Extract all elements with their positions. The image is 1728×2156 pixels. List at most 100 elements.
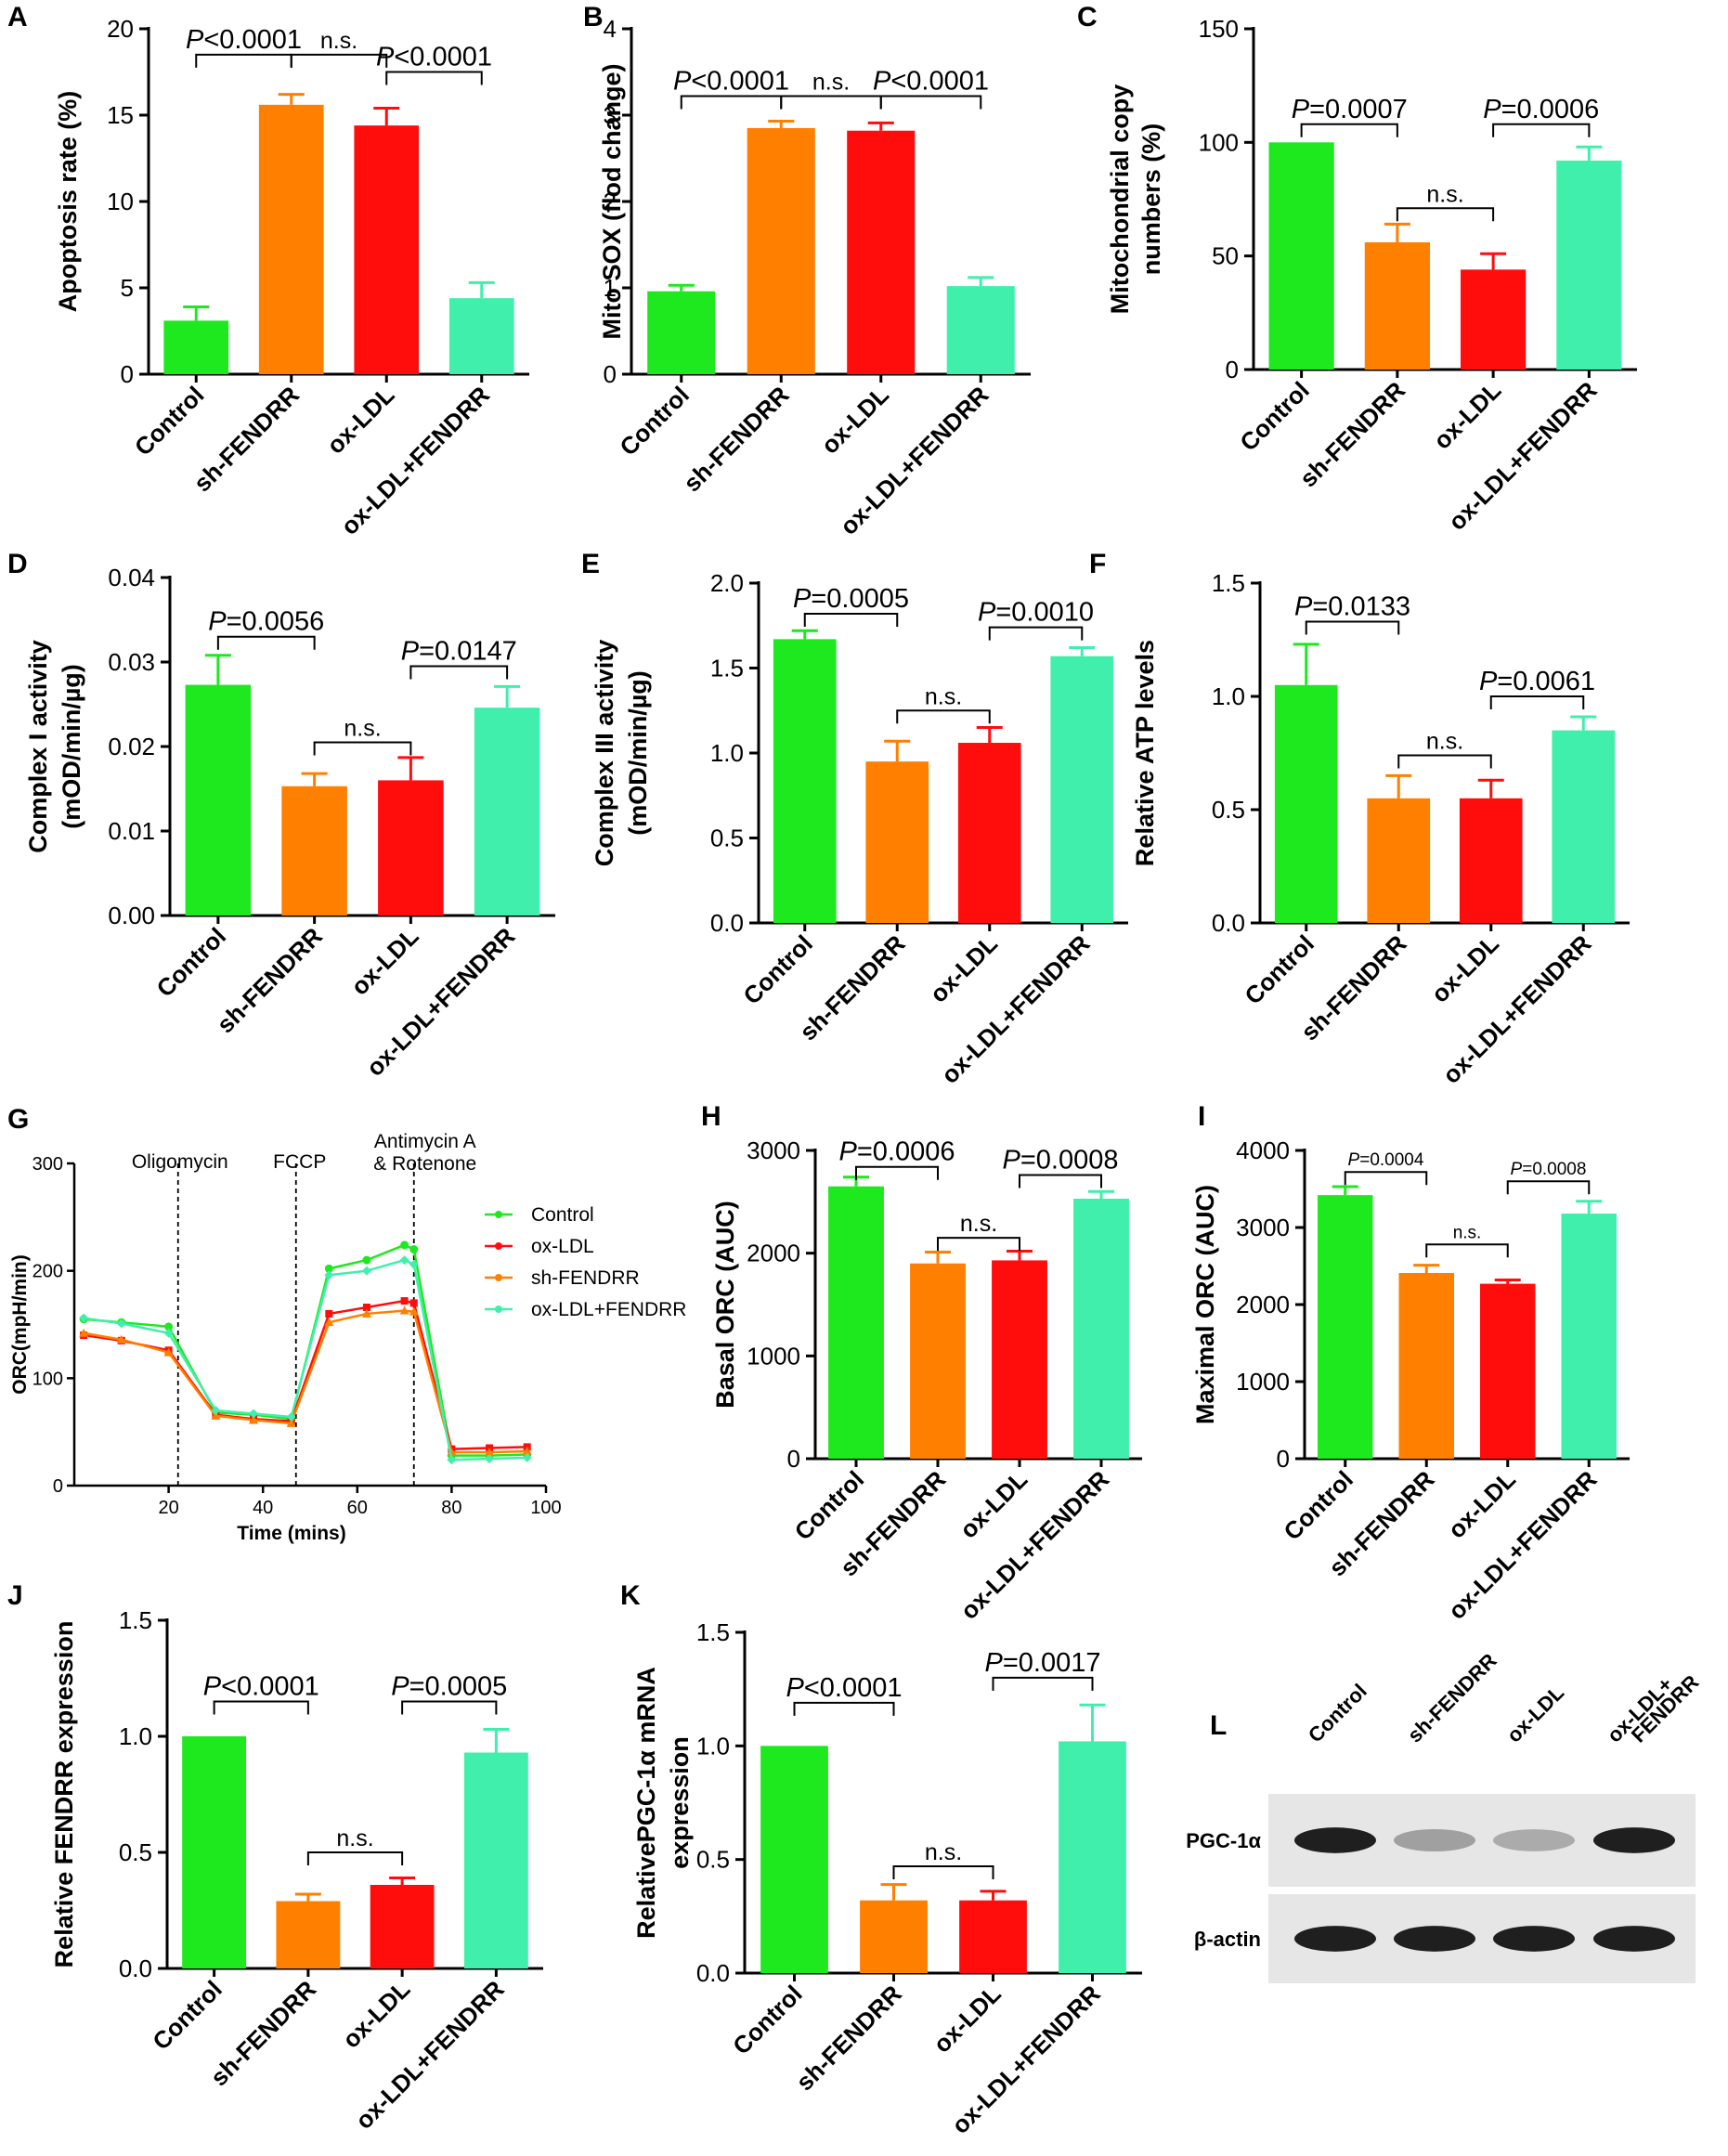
p-value-label: P=0.0010 (978, 598, 1094, 628)
panel-letter: H (701, 1101, 721, 1132)
band (1493, 1926, 1575, 1952)
panel-letter: J (7, 1580, 23, 1611)
p-value-label: P=0.0061 (1479, 667, 1595, 696)
panel-B: B Mito SOX (flod change) 0 1 2 3 4 Controlsh-FE… (583, 2, 1031, 540)
bar (1274, 684, 1338, 923)
significance-bracket (1344, 1171, 1428, 1186)
bar (276, 1901, 341, 1968)
y-tick-label: 1.0 (119, 1722, 152, 1750)
p-symbol: P (1479, 667, 1498, 696)
series-line (83, 1258, 527, 1461)
p-symbol: P (401, 637, 420, 667)
significance-bracket (1397, 754, 1492, 769)
p-value-label: P=0.0006 (839, 1137, 955, 1167)
y-tick-label: 2000 (747, 1240, 800, 1267)
p-value-label: P=0.0056 (208, 607, 324, 637)
panel-I: I Maximal ORC (AUC) 0 1000 2000 3000 4000 Contr… (1191, 1101, 1630, 1625)
panel-letter: E (581, 549, 600, 579)
significance-bracket (313, 741, 412, 756)
x-tick-label: 20 (158, 1498, 178, 1518)
y-axis-label: (mOD/min/µg) (624, 670, 652, 836)
y-tick-label: 0.5 (696, 1846, 730, 1874)
bar (910, 1263, 966, 1459)
p-symbol: P (873, 67, 891, 97)
y-axis-label: Complex I activity (24, 640, 52, 853)
data-point (399, 1305, 409, 1315)
p-value-label: P=0.0147 (401, 637, 517, 667)
legend-label: Control (531, 1204, 594, 1226)
data-point (325, 1309, 333, 1318)
p-value-label: P<0.0001 (673, 67, 789, 97)
y-tick-label: 2000 (1236, 1291, 1290, 1318)
p-value: <0.0001 (691, 67, 789, 97)
legend-label: ox-LDL+FENDRR (531, 1299, 686, 1320)
y-axis-label: numbers (%) (1137, 123, 1165, 276)
y-tick-label: 1.5 (1212, 569, 1245, 597)
bar (463, 1752, 528, 1968)
bar (182, 1736, 247, 1968)
p-value: <0.0001 (890, 67, 989, 97)
significance-bracket (855, 1165, 939, 1180)
y-tick-label: 0.00 (108, 902, 155, 929)
ns-label: n.s. (320, 28, 357, 54)
p-value-label: P=0.0008 (1003, 1146, 1119, 1175)
bar (1556, 160, 1622, 370)
band-label: β-actin (1194, 1928, 1261, 1951)
x-tick-label: ox-LDL (924, 929, 1003, 1008)
bar (647, 291, 716, 374)
p-value: =0.0017 (1003, 1648, 1101, 1678)
ns-label: n.s. (1453, 1223, 1482, 1242)
ns-label: n.s. (1426, 728, 1463, 754)
y-tick-label: 0 (604, 360, 617, 388)
p-value: =0.0006 (857, 1137, 955, 1167)
legend-label: sh-FENDRR (531, 1267, 640, 1289)
y-tick-label: 15 (107, 101, 134, 129)
ns-label: n.s. (344, 715, 381, 741)
bar (860, 1900, 928, 1973)
y-tick-label: 1.5 (710, 655, 744, 682)
y-tick-label: 4000 (1236, 1136, 1290, 1164)
bar (378, 780, 444, 916)
y-tick-label: 5 (121, 274, 134, 302)
significance-bracket (401, 1700, 498, 1715)
y-tick-label: 0.02 (108, 733, 155, 760)
x-tick-label: Control (727, 1980, 808, 2060)
legend-marker (495, 1242, 502, 1250)
significance-bracket (213, 1700, 309, 1715)
data-point (485, 1454, 495, 1464)
significance-bracket (1300, 123, 1398, 137)
data-point (399, 1255, 409, 1266)
y-tick-label: 0 (787, 1445, 800, 1473)
y-tick-label: 0.0 (696, 1959, 730, 1987)
bar (185, 684, 252, 916)
data-point (362, 1255, 371, 1265)
data-point (116, 1334, 126, 1344)
ns-label: n.s. (925, 1839, 962, 1865)
y-tick-label: 20 (107, 15, 134, 43)
p-symbol: P (1511, 1160, 1523, 1179)
y-tick-label: 1 (604, 274, 617, 302)
data-point (324, 1318, 334, 1327)
band-label: PGC-1α (1186, 1829, 1261, 1852)
lane-label: ox-LDL (1502, 1681, 1568, 1747)
p-value-label: P=0.0005 (793, 584, 909, 614)
panel-G: G 0 100 200 300 20 40 60 80 100 Time (mins) ORC(mpH… (7, 1104, 686, 1544)
data-point (324, 1264, 333, 1273)
ns-label: n.s. (925, 683, 962, 709)
y-tick-label: 0.5 (710, 825, 744, 852)
bar (946, 286, 1015, 374)
p-symbol: P (985, 1648, 1004, 1678)
p-value-label: P=0.0008 (1511, 1160, 1587, 1179)
panel-letter: D (7, 549, 28, 579)
x-tick-label: ox-LDL (1428, 376, 1507, 455)
x-tick-label: ox-LDL (321, 381, 400, 460)
x-tick-label: Control (151, 922, 232, 1003)
bar (1268, 142, 1334, 370)
data-point (447, 1455, 457, 1465)
data-point (249, 1409, 259, 1419)
bar (992, 1260, 1047, 1459)
y-axis-label: expression (666, 1736, 694, 1869)
y-tick-label: 0 (1277, 1445, 1290, 1473)
y-tick-label: 150 (1199, 15, 1239, 43)
p-value: =0.0147 (419, 637, 517, 667)
